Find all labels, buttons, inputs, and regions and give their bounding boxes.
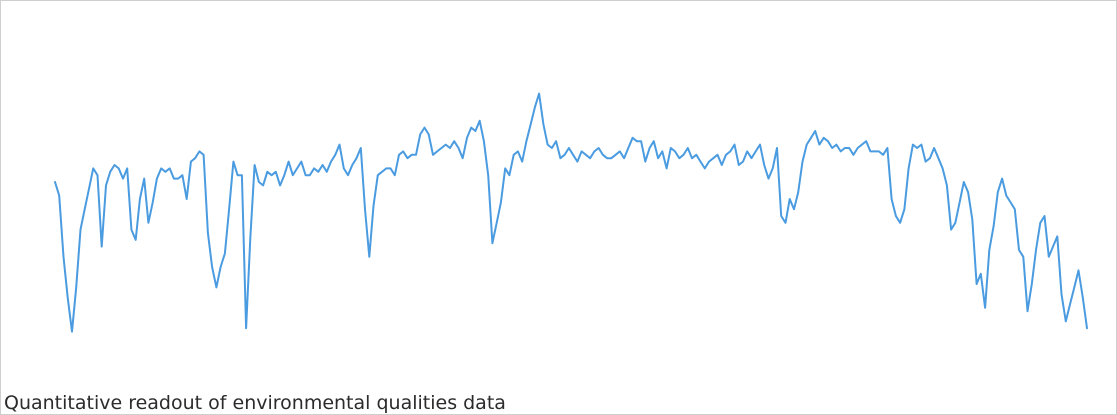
series-layer	[54, 92, 1088, 333]
chart-caption: Quantitative readout of environmental qu…	[4, 392, 506, 414]
series-line-0	[54, 92, 1088, 333]
